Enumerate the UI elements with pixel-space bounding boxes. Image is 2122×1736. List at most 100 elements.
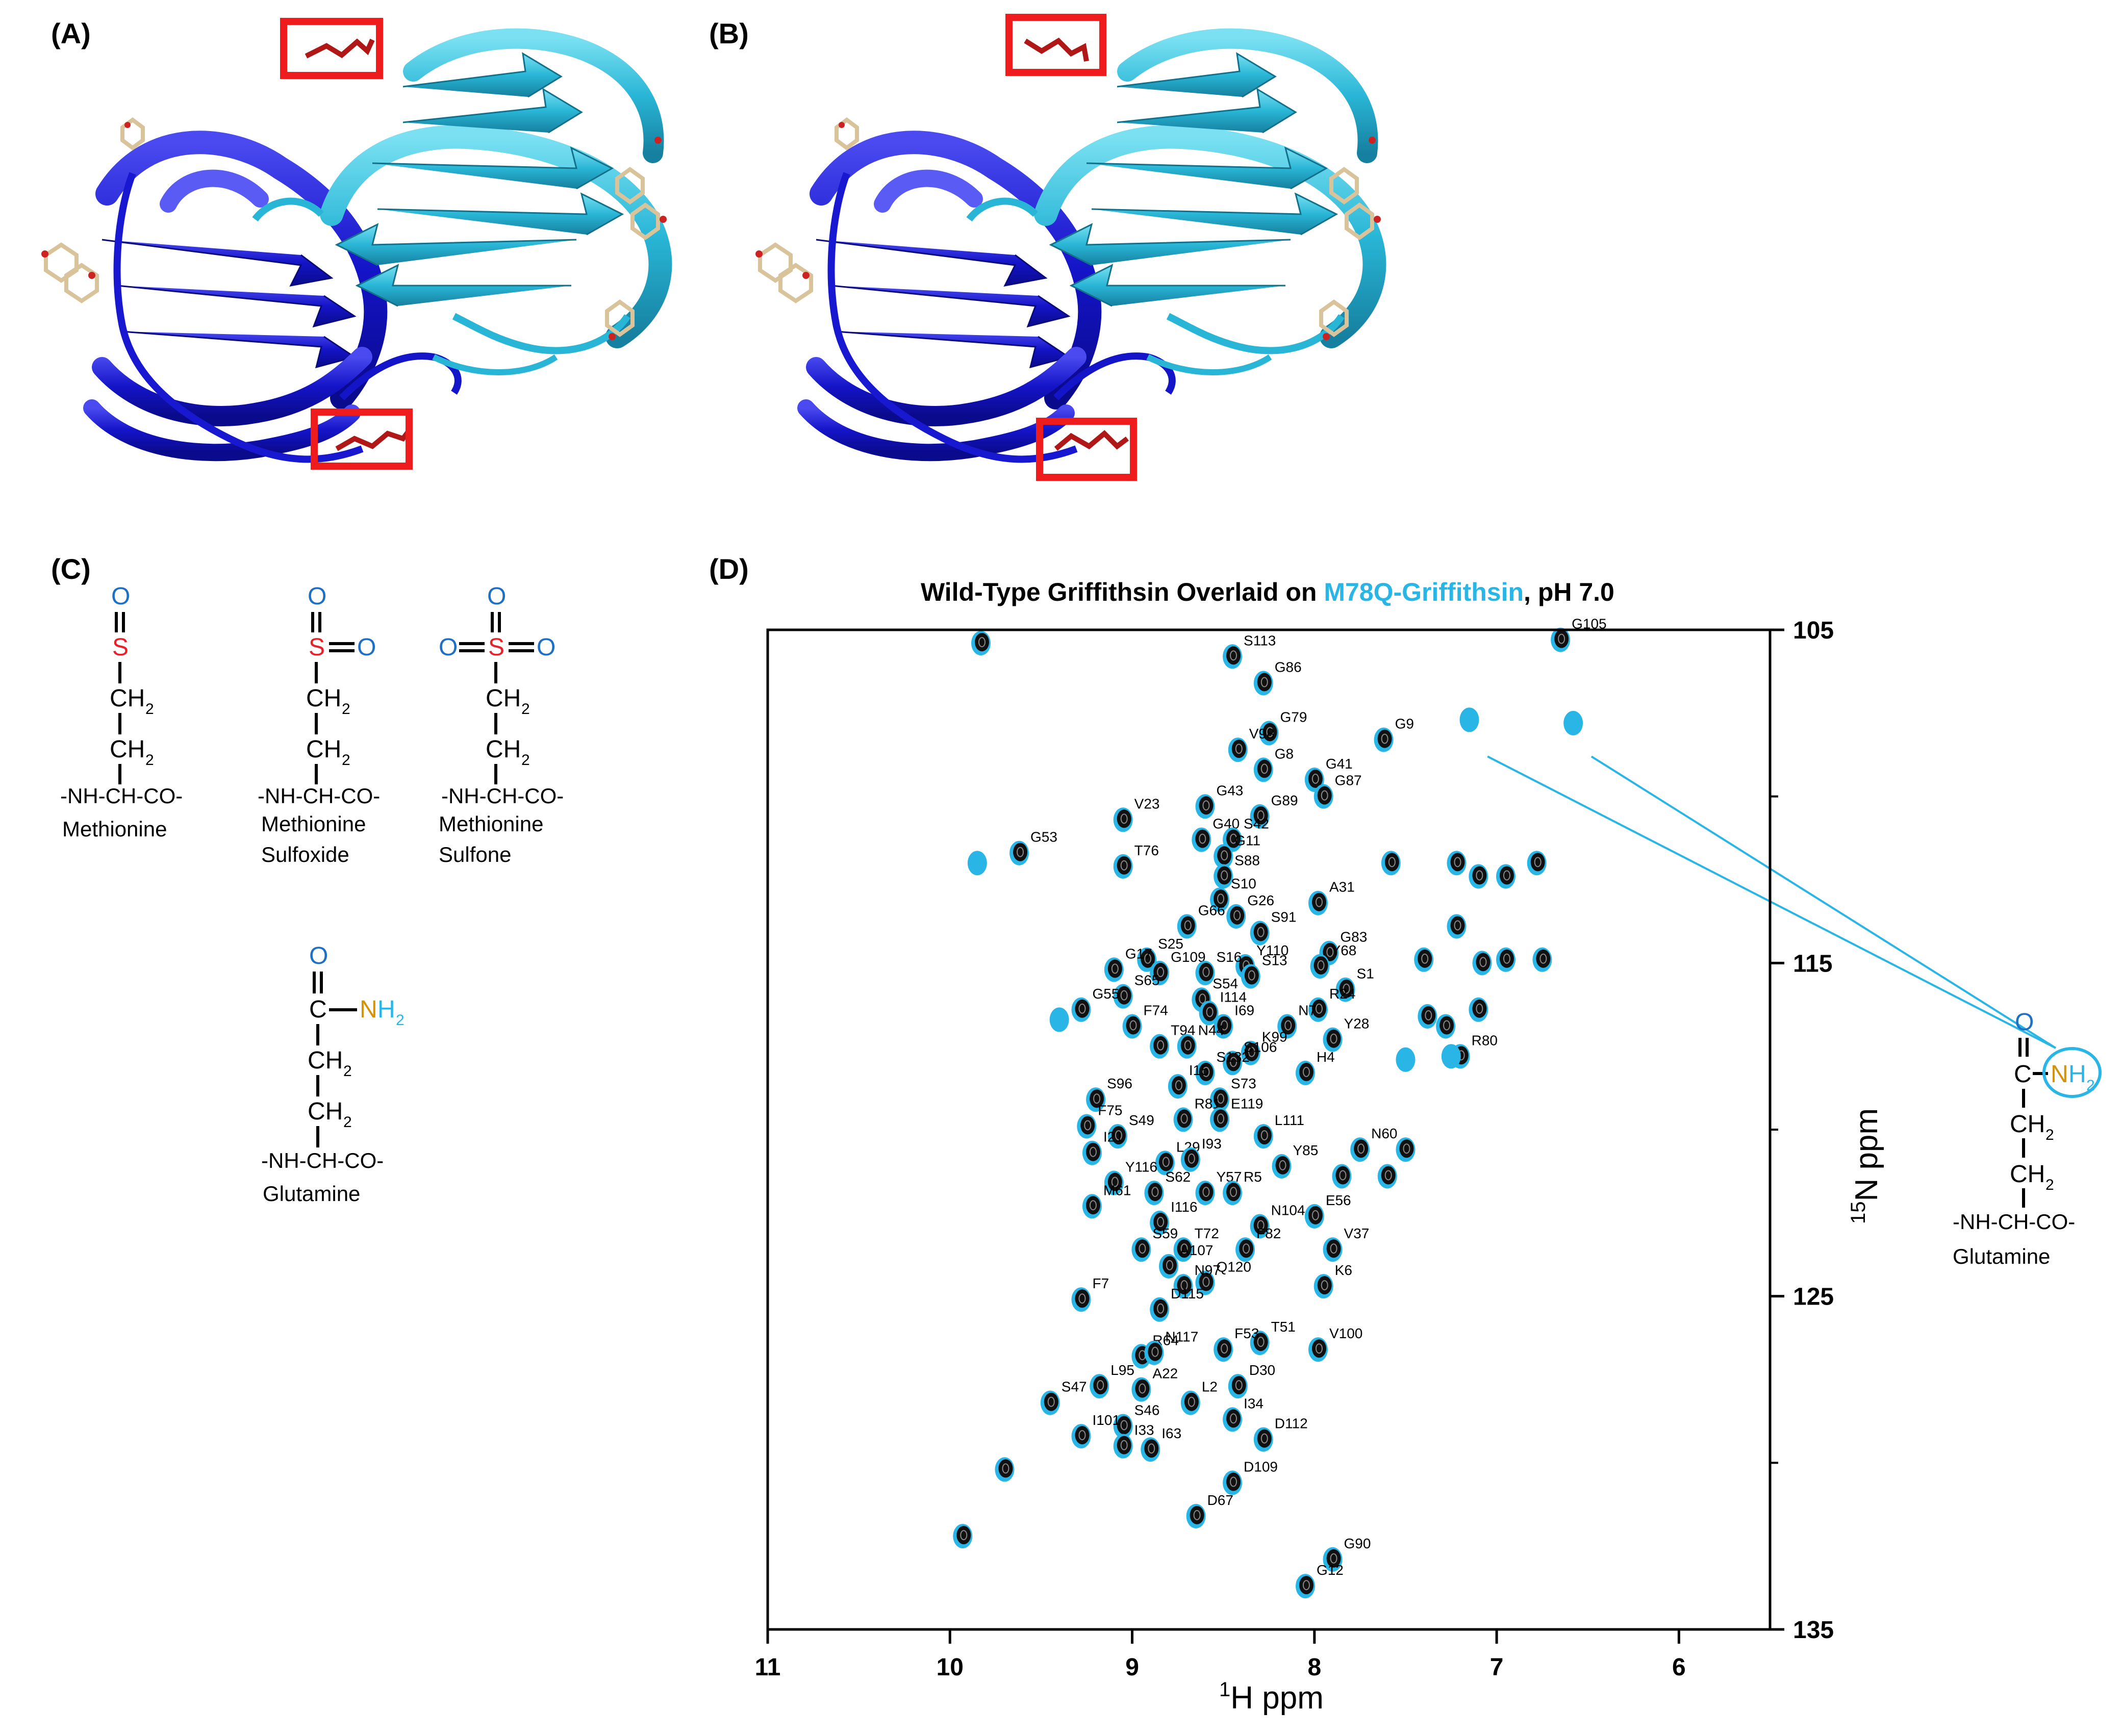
peak-contour: [1002, 1463, 1009, 1474]
peak-label: G9: [1395, 716, 1414, 732]
peak-wildtype: [1144, 1439, 1159, 1458]
backbone-label: -NH-CH-CO-: [258, 784, 380, 808]
peak-contour: [1388, 857, 1396, 867]
peak-contour: [1558, 633, 1565, 644]
methionine-sulfoxide-structure: O S O CH 2 CH 2 -NH-CH-CO- Methionine Su…: [258, 583, 380, 866]
peak-contour: [1266, 727, 1274, 737]
peak-wildtype: [1177, 1239, 1192, 1258]
peak-wildtype: [1335, 1166, 1350, 1185]
peak: [1159, 1254, 1178, 1279]
peak-wildtype: [1476, 953, 1491, 972]
peak-contour: [1230, 833, 1237, 844]
atom-ch: CH: [110, 685, 145, 712]
peak-wildtype: [1239, 1239, 1254, 1258]
panel-label-a: (A): [51, 17, 91, 49]
peak: [1113, 807, 1133, 832]
atom-ch: CH: [306, 736, 341, 763]
peak-contour: [1503, 870, 1510, 881]
peak-label: I114: [1220, 989, 1247, 1005]
peak: [1086, 1087, 1106, 1112]
atom-o: O: [487, 583, 506, 610]
atom-o: O: [439, 634, 458, 661]
peak-unlabeled: [1447, 851, 1467, 876]
peak-label: F53: [1234, 1325, 1259, 1341]
peak-unlabeled: [1532, 947, 1552, 972]
peak-label: F82: [1256, 1226, 1281, 1241]
peak-wildtype: [1311, 892, 1326, 911]
peak-label: V23: [1134, 796, 1160, 811]
peak-contour: [1233, 910, 1241, 921]
peak-label: N104: [1271, 1202, 1305, 1218]
peak-wildtype: [1253, 806, 1268, 825]
peak: [1214, 1337, 1233, 1362]
peak-wildtype: [1199, 1272, 1214, 1291]
peak-label: Y85: [1293, 1142, 1319, 1158]
peak-wildtype: [1226, 1183, 1241, 1202]
peak-wildtype: [1171, 1076, 1186, 1095]
peak-label: I21: [1103, 1129, 1123, 1145]
atom-s: S: [112, 634, 129, 661]
peak-label: G66: [1198, 902, 1225, 918]
peak-contour: [1330, 1243, 1337, 1254]
x-axis-label: 1H ppm: [1219, 1678, 1324, 1716]
peak-label: S42: [1244, 816, 1269, 832]
peak-contour: [1321, 1280, 1328, 1291]
peak-contour: [1093, 1093, 1101, 1104]
peak-wildtype: [1499, 949, 1514, 968]
compound-name: Methionine: [62, 817, 167, 841]
peak-wildtype: [1117, 986, 1131, 1005]
peak-label: I69: [1234, 1002, 1254, 1018]
peak-wildtype: [1308, 770, 1323, 788]
peak: [1250, 921, 1270, 946]
peak: [1071, 1287, 1091, 1312]
peak-contour: [1221, 850, 1228, 861]
peak: [1195, 794, 1215, 819]
peak-wildtype: [1202, 1003, 1217, 1022]
atom-ch: CH: [2010, 1111, 2045, 1138]
peak: [1131, 1377, 1151, 1402]
peak-mutant: [1563, 710, 1583, 735]
peak: [1113, 854, 1133, 879]
peak: [1122, 1014, 1142, 1039]
peak-label: G86: [1275, 659, 1302, 675]
peak-wildtype: [1244, 966, 1259, 985]
peak-label: R24: [1329, 986, 1355, 1002]
peak: [1186, 1503, 1206, 1528]
peak-wildtype: [1153, 1212, 1168, 1231]
peak-wildtype: [1153, 962, 1168, 981]
peak: [1082, 1194, 1102, 1219]
peak-label: L111: [1275, 1112, 1304, 1128]
peak: [1313, 1274, 1333, 1299]
peak: [1173, 1107, 1193, 1132]
peak-wildtype: [1381, 1166, 1396, 1185]
panel-label-d: (D): [709, 553, 749, 585]
peak-label: T72: [1195, 1226, 1219, 1241]
atom-o: O: [308, 583, 326, 610]
peak: [1295, 1574, 1315, 1599]
highlight-box-bottom: [1036, 418, 1137, 481]
peak-wildtype: [1317, 1276, 1332, 1295]
peak: [1155, 1151, 1175, 1176]
peak-contour: [1317, 960, 1325, 971]
peak-contour: [1248, 970, 1255, 981]
peak-label: R5: [1244, 1169, 1262, 1185]
peak-contour: [1148, 1443, 1155, 1454]
peak: [1250, 1331, 1270, 1356]
peak-contour: [1221, 1343, 1228, 1354]
peak-wildtype: [1163, 1256, 1177, 1274]
peak-contour: [1357, 1143, 1365, 1154]
backbone-label: -NH-CH-CO-: [441, 784, 564, 808]
x-tick-label: 9: [1125, 1654, 1139, 1681]
peak-label: S91: [1271, 909, 1297, 925]
y-tick-label: 115: [1793, 950, 1832, 977]
peak-wildtype: [1199, 1183, 1214, 1202]
peak-wildtype: [1013, 843, 1028, 861]
peak-unlabeled: [1414, 947, 1434, 972]
peak-label: K99: [1262, 1029, 1287, 1045]
peak-contour: [1180, 1113, 1188, 1124]
peak: [1141, 1437, 1160, 1462]
peak-contour: [1199, 993, 1206, 1004]
peak-wildtype: [1044, 1392, 1058, 1411]
atom-ch: CH: [308, 1098, 343, 1125]
